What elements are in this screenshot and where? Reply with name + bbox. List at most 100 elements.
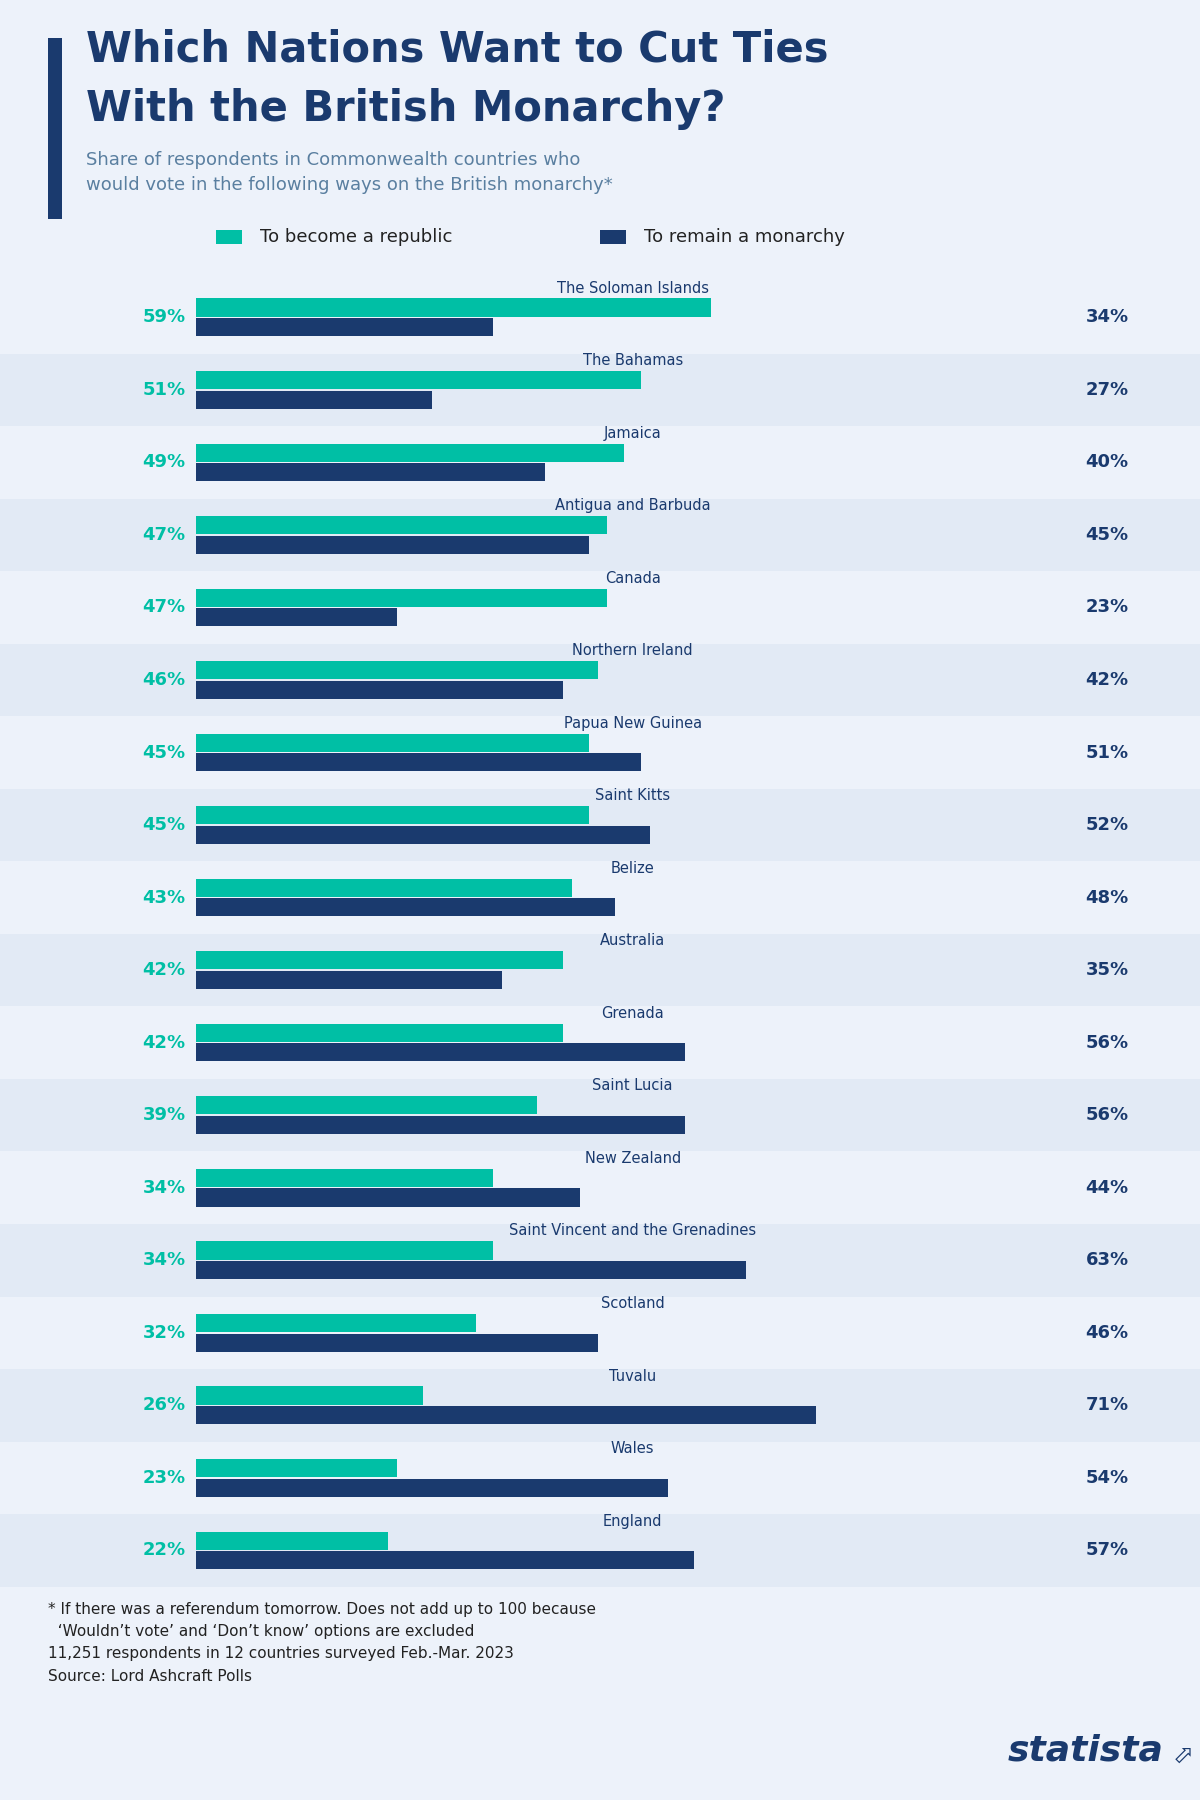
Text: England: England: [602, 1514, 662, 1528]
Bar: [216, 230, 242, 245]
Bar: [0, 788, 1200, 862]
Bar: [0, 1442, 1200, 1514]
Bar: [0, 499, 1200, 571]
Bar: [197, 970, 502, 988]
Bar: [197, 752, 642, 772]
Text: The Soloman Islands: The Soloman Islands: [557, 281, 709, 295]
Text: statista: statista: [1008, 1733, 1164, 1768]
Text: Papua New Guinea: Papua New Guinea: [564, 716, 702, 731]
Text: 43%: 43%: [143, 889, 186, 907]
Bar: [197, 1334, 598, 1352]
Bar: [197, 1314, 475, 1332]
Text: 27%: 27%: [1086, 382, 1128, 400]
Text: 52%: 52%: [1086, 815, 1128, 833]
Bar: [197, 680, 563, 698]
Bar: [0, 1152, 1200, 1224]
Text: 39%: 39%: [143, 1107, 186, 1125]
Bar: [197, 1460, 397, 1478]
Bar: [197, 319, 493, 337]
Bar: [600, 230, 626, 245]
Bar: [197, 391, 432, 409]
Bar: [197, 463, 546, 481]
Bar: [0, 1078, 1200, 1152]
Text: Antigua and Barbuda: Antigua and Barbuda: [554, 499, 710, 513]
Text: Northern Ireland: Northern Ireland: [572, 643, 694, 659]
Text: Saint Kitts: Saint Kitts: [595, 788, 671, 803]
Bar: [0, 427, 1200, 499]
Text: 63%: 63%: [1086, 1251, 1128, 1269]
Text: 48%: 48%: [1086, 889, 1129, 907]
Bar: [197, 299, 712, 317]
Text: Saint Lucia: Saint Lucia: [593, 1078, 673, 1093]
Bar: [197, 826, 650, 844]
Text: Saint Vincent and the Grenadines: Saint Vincent and the Grenadines: [509, 1224, 756, 1238]
Text: 34%: 34%: [143, 1251, 186, 1269]
Text: 23%: 23%: [143, 1469, 186, 1487]
Text: 45%: 45%: [1086, 526, 1128, 544]
Bar: [197, 734, 589, 752]
Text: 51%: 51%: [1086, 743, 1128, 761]
Text: With the British Monarchy?: With the British Monarchy?: [86, 88, 726, 130]
Text: Grenada: Grenada: [601, 1006, 664, 1021]
Bar: [197, 443, 624, 461]
Text: 42%: 42%: [1086, 671, 1128, 689]
Text: 49%: 49%: [143, 454, 186, 472]
Text: Jamaica: Jamaica: [604, 425, 661, 441]
Text: To remain a monarchy: To remain a monarchy: [644, 229, 845, 247]
Bar: [197, 608, 397, 626]
Bar: [197, 950, 563, 970]
Bar: [197, 1552, 694, 1570]
Text: 59%: 59%: [143, 308, 186, 326]
Bar: [197, 878, 571, 896]
Text: 22%: 22%: [143, 1541, 186, 1559]
Bar: [48, 38, 62, 220]
Bar: [0, 353, 1200, 427]
Text: 47%: 47%: [143, 526, 186, 544]
Bar: [197, 1188, 581, 1206]
Bar: [197, 536, 589, 554]
Bar: [0, 281, 1200, 353]
Text: 46%: 46%: [143, 671, 186, 689]
Bar: [0, 862, 1200, 934]
Text: The Bahamas: The Bahamas: [583, 353, 683, 367]
Bar: [0, 1224, 1200, 1296]
Text: 32%: 32%: [143, 1323, 186, 1341]
Text: Which Nations Want to Cut Ties: Which Nations Want to Cut Ties: [86, 29, 829, 70]
Bar: [0, 1514, 1200, 1586]
Text: Canada: Canada: [605, 571, 661, 585]
Bar: [197, 1478, 667, 1496]
Bar: [197, 517, 606, 535]
Text: Belize: Belize: [611, 860, 655, 877]
Text: Wales: Wales: [611, 1442, 654, 1456]
Text: 57%: 57%: [1086, 1541, 1128, 1559]
Text: To become a republic: To become a republic: [260, 229, 452, 247]
Text: New Zealand: New Zealand: [584, 1150, 680, 1166]
Text: 44%: 44%: [1086, 1179, 1128, 1197]
Text: * If there was a referendum tomorrow. Does not add up to 100 because
  ‘Wouldn’t: * If there was a referendum tomorrow. Do…: [48, 1602, 596, 1683]
Bar: [197, 1242, 493, 1260]
Bar: [0, 644, 1200, 716]
Bar: [197, 1044, 685, 1062]
Bar: [0, 716, 1200, 788]
Text: Tuvalu: Tuvalu: [610, 1368, 656, 1384]
Text: 56%: 56%: [1086, 1107, 1128, 1125]
Text: 47%: 47%: [143, 598, 186, 616]
Bar: [0, 571, 1200, 644]
Bar: [197, 1386, 424, 1404]
Bar: [197, 1096, 536, 1114]
Bar: [197, 1024, 563, 1042]
Text: 42%: 42%: [143, 1033, 186, 1051]
Bar: [197, 1168, 493, 1186]
Bar: [197, 806, 589, 824]
Text: 23%: 23%: [1086, 598, 1128, 616]
Text: 56%: 56%: [1086, 1033, 1128, 1051]
Text: 35%: 35%: [1086, 961, 1128, 979]
Bar: [197, 589, 606, 607]
Bar: [197, 1116, 685, 1134]
Bar: [0, 1296, 1200, 1370]
Bar: [197, 661, 598, 679]
Text: 71%: 71%: [1086, 1397, 1128, 1415]
Text: 40%: 40%: [1086, 454, 1128, 472]
Text: Australia: Australia: [600, 934, 665, 949]
Text: 34%: 34%: [143, 1179, 186, 1197]
